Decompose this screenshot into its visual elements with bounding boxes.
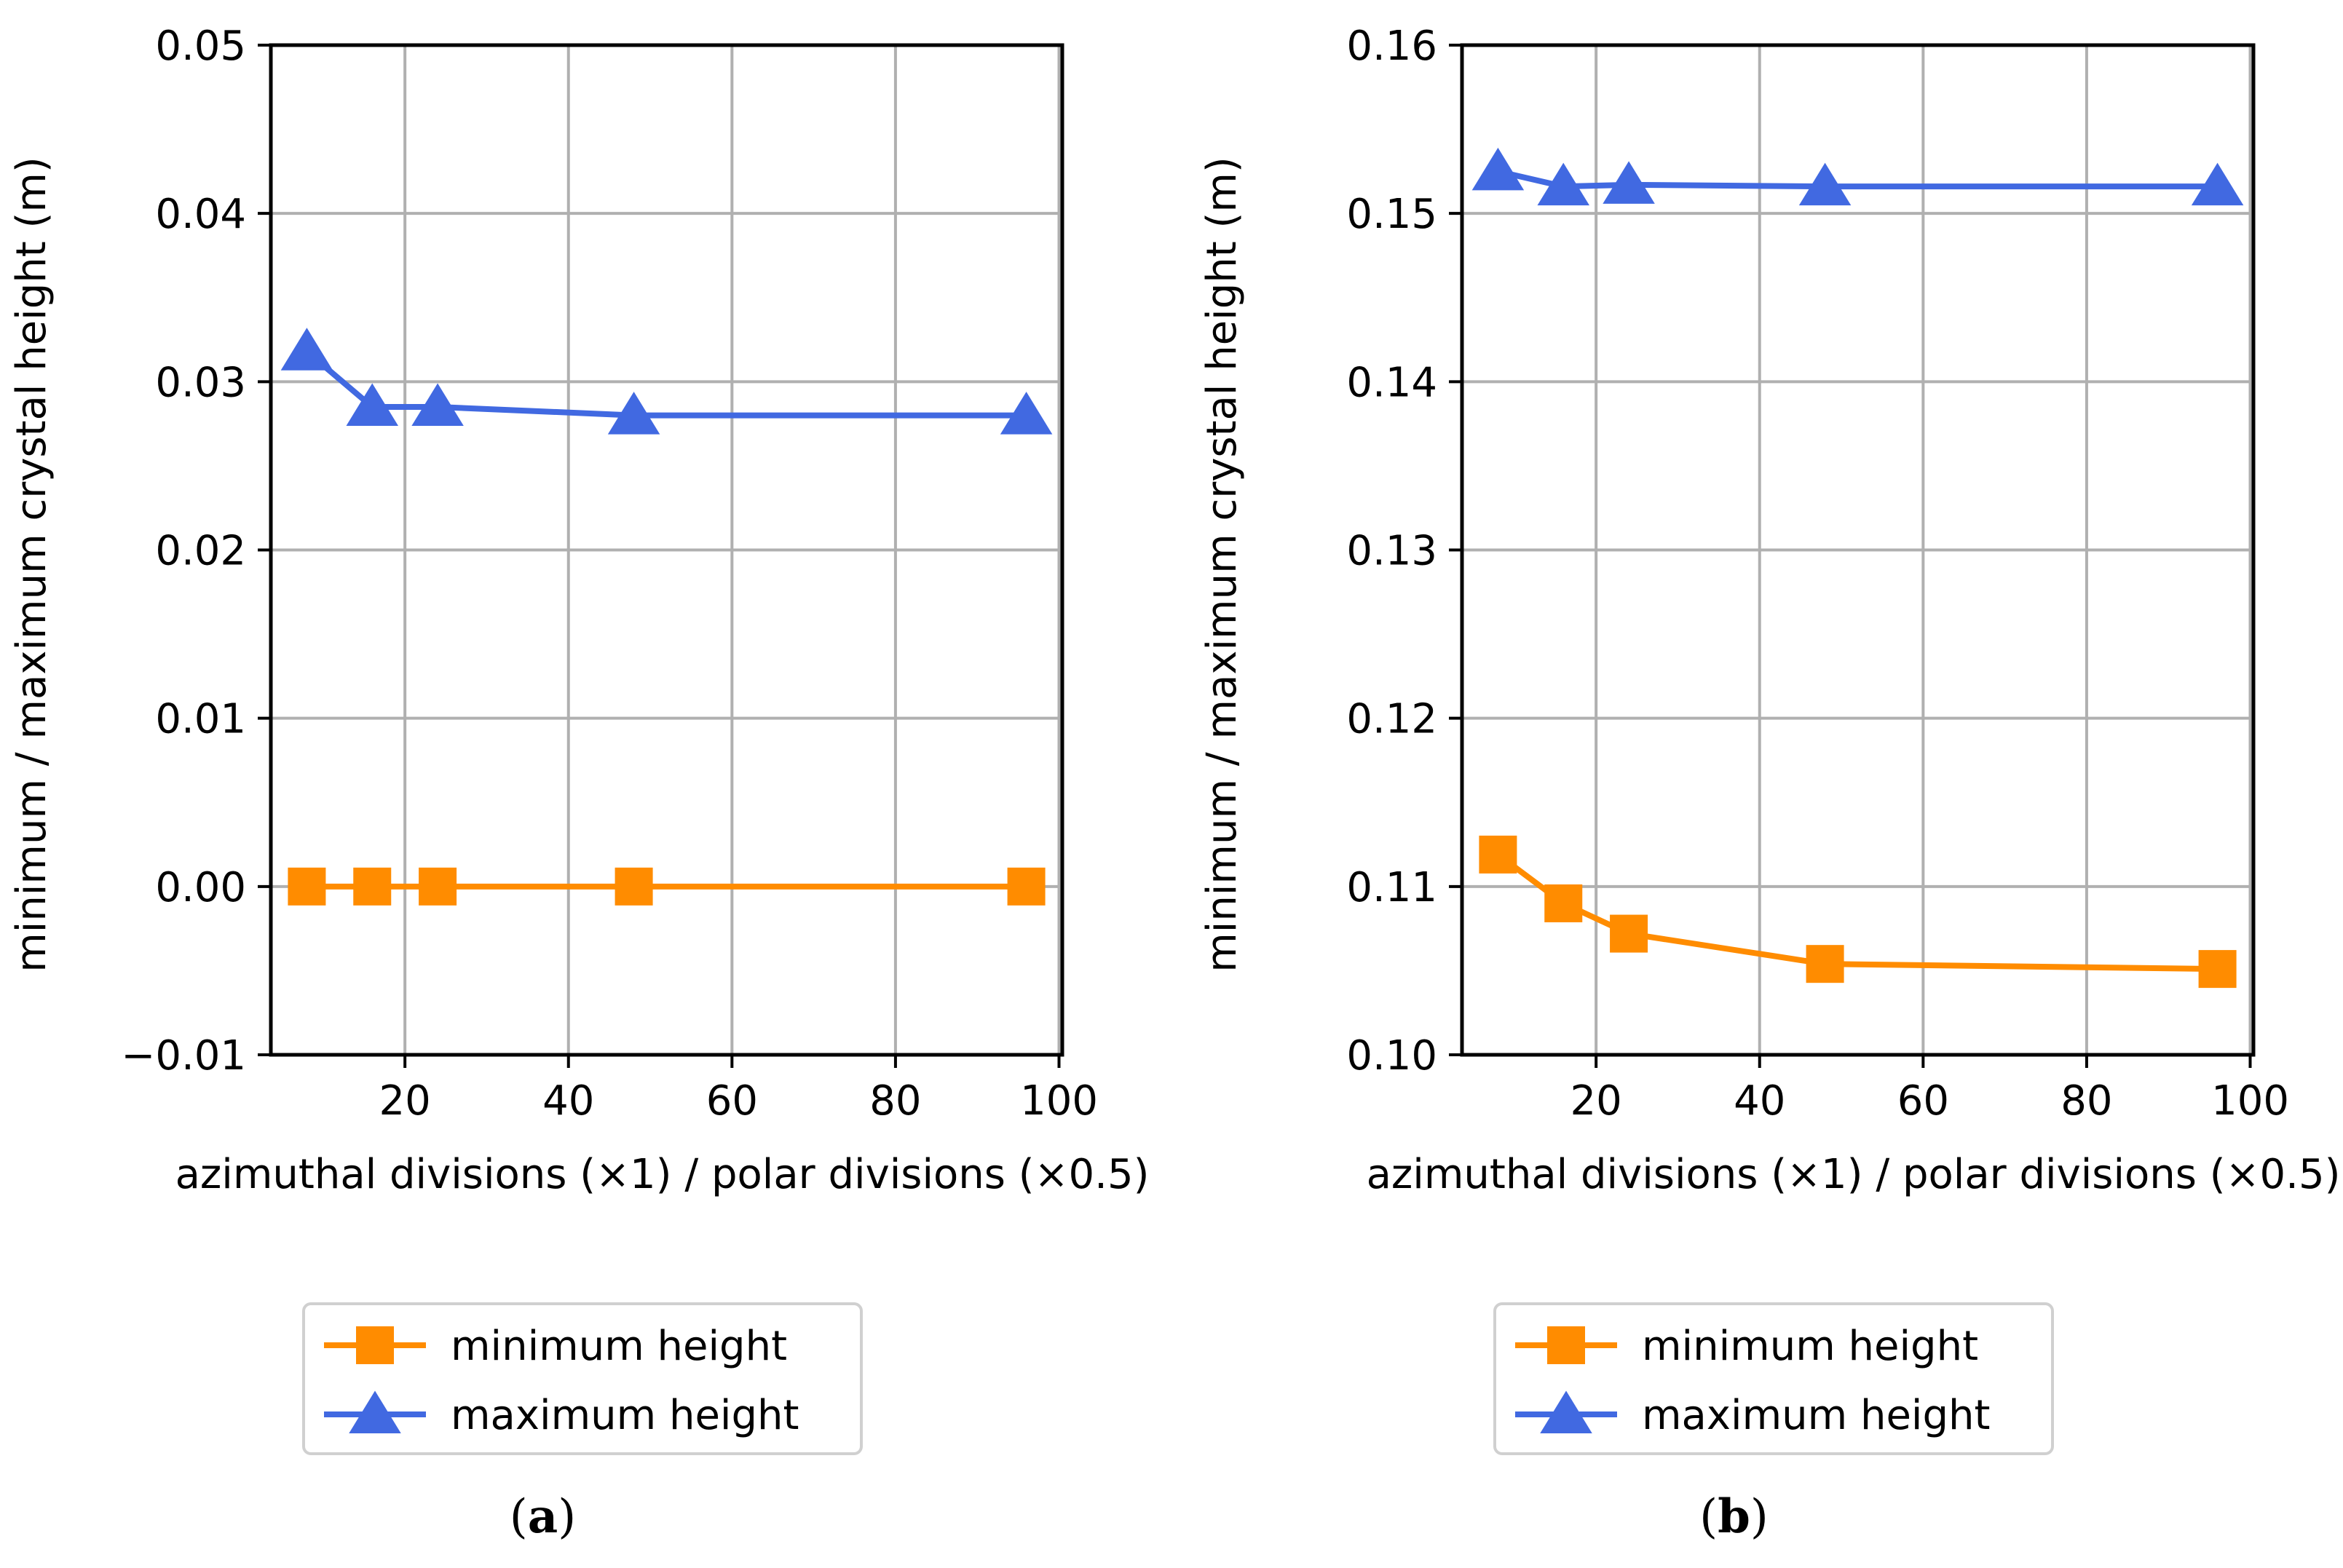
legend-marker xyxy=(1547,1326,1585,1364)
x-tick-label: 60 xyxy=(1897,1077,1949,1125)
y-axis: −0.01 0.00 0.01 0.02 0.03 0.04 0.05 xyxy=(121,23,271,1080)
y-tick-label: 0.05 xyxy=(155,23,246,70)
x-tick-label: 40 xyxy=(542,1077,594,1125)
data-point xyxy=(1537,162,1589,206)
legend-item-minimum: minimum height xyxy=(324,1323,787,1370)
y-tick-label: 0.14 xyxy=(1346,359,1437,406)
legend-label: minimum height xyxy=(451,1323,787,1370)
x-axis: 20 40 60 80 100 xyxy=(379,1055,1098,1125)
data-point xyxy=(1471,147,1525,191)
panel-label: (b) xyxy=(1699,1489,1769,1544)
y-tick-label: 0.10 xyxy=(1346,1032,1437,1080)
data-point xyxy=(1007,867,1046,906)
x-tick-label: 40 xyxy=(1734,1077,1785,1125)
data-point xyxy=(1544,884,1583,922)
legend: minimum height maximum height xyxy=(1493,1302,2054,1455)
x-tick-label: 100 xyxy=(2211,1077,2289,1125)
y-tick-label: 0.16 xyxy=(1346,23,1437,70)
y-tick-label: 0.11 xyxy=(1346,864,1437,911)
x-tick-label: 80 xyxy=(869,1077,921,1125)
y-tick-label: 0.04 xyxy=(155,191,246,238)
data-point xyxy=(411,383,464,427)
series-minimum-height xyxy=(1479,835,2237,989)
x-tick-label: 60 xyxy=(706,1077,758,1125)
legend: minimum height maximum height xyxy=(302,1302,863,1455)
data-point xyxy=(288,867,326,906)
data-point xyxy=(353,867,392,906)
x-tick-label: 20 xyxy=(379,1077,431,1125)
x-tick-label: 80 xyxy=(2061,1077,2112,1125)
y-tick-label: 0.15 xyxy=(1346,191,1437,238)
panel-label-close: ) xyxy=(1750,1490,1769,1544)
legend-marker xyxy=(349,1390,401,1433)
y-tick-label: 0.12 xyxy=(1346,696,1437,743)
x-axis-label: azimuthal divisions (×1) / polar divisio… xyxy=(175,1151,1150,1198)
legend-item-minimum: minimum height xyxy=(1515,1323,1978,1370)
y-tick-label: 0.03 xyxy=(155,359,246,406)
y-tick-label: −0.01 xyxy=(121,1032,246,1080)
chart-panel-b: 20 40 60 80 100 0.10 0.11 0.12 0.13 0.14 0.15 0.16 a… xyxy=(1198,23,2340,1544)
data-point xyxy=(607,392,660,435)
legend-frame xyxy=(302,1302,863,1455)
y-tick-label: 0.13 xyxy=(1346,528,1437,575)
legend-label: maximum height xyxy=(451,1392,799,1439)
data-point xyxy=(1806,945,1844,983)
series-maximum-height xyxy=(1471,147,2244,206)
panel-label-open: ( xyxy=(510,1490,528,1544)
chart-panel-a: 20 40 60 80 100 −0.01 0.00 0.01 0.02 0.03 0.04 0.05… xyxy=(8,23,1149,1544)
legend-item-maximum: maximum height xyxy=(324,1390,799,1439)
series-minimum-height xyxy=(288,867,1046,906)
data-point xyxy=(1603,161,1655,204)
y-axis-label: minimum / maximum crystal height (m) xyxy=(8,157,55,973)
data-point xyxy=(1610,914,1648,953)
panel-label-letter: b xyxy=(1718,1489,1750,1544)
series-line xyxy=(1497,168,2218,190)
x-axis-label: azimuthal divisions (×1) / polar divisio… xyxy=(1367,1151,2341,1198)
legend-frame xyxy=(1493,1302,2054,1455)
data-point xyxy=(1479,835,1517,874)
data-point xyxy=(615,867,653,906)
x-tick-label: 20 xyxy=(1570,1077,1622,1125)
data-point xyxy=(419,867,457,906)
series-line xyxy=(304,349,1027,419)
y-axis: 0.10 0.11 0.12 0.13 0.14 0.15 0.16 xyxy=(1346,23,1462,1080)
data-point xyxy=(1000,392,1053,435)
panel-label-letter: a xyxy=(528,1489,558,1544)
panel-label: (a) xyxy=(510,1489,576,1544)
y-axis-label: minimum / maximum crystal height (m) xyxy=(1198,157,1246,973)
series-maximum-height xyxy=(280,328,1053,435)
panel-label-open: ( xyxy=(1699,1490,1718,1544)
data-point xyxy=(2198,950,2237,989)
x-axis: 20 40 60 80 100 xyxy=(1570,1055,2289,1125)
y-tick-label: 0.00 xyxy=(155,864,246,911)
data-point xyxy=(346,383,398,427)
data-point xyxy=(2191,162,2244,206)
legend-marker xyxy=(1540,1390,1592,1433)
y-tick-label: 0.02 xyxy=(155,528,246,575)
data-point xyxy=(1798,162,1852,206)
y-tick-label: 0.01 xyxy=(155,696,246,743)
legend-marker xyxy=(356,1326,394,1364)
x-tick-label: 100 xyxy=(1020,1077,1098,1125)
data-point xyxy=(280,328,333,371)
legend-item-maximum: maximum height xyxy=(1515,1390,1990,1439)
legend-label: maximum height xyxy=(1642,1392,1990,1439)
panel-label-close: ) xyxy=(558,1490,576,1544)
series-line xyxy=(1496,852,2218,973)
legend-label: minimum height xyxy=(1642,1323,1978,1370)
